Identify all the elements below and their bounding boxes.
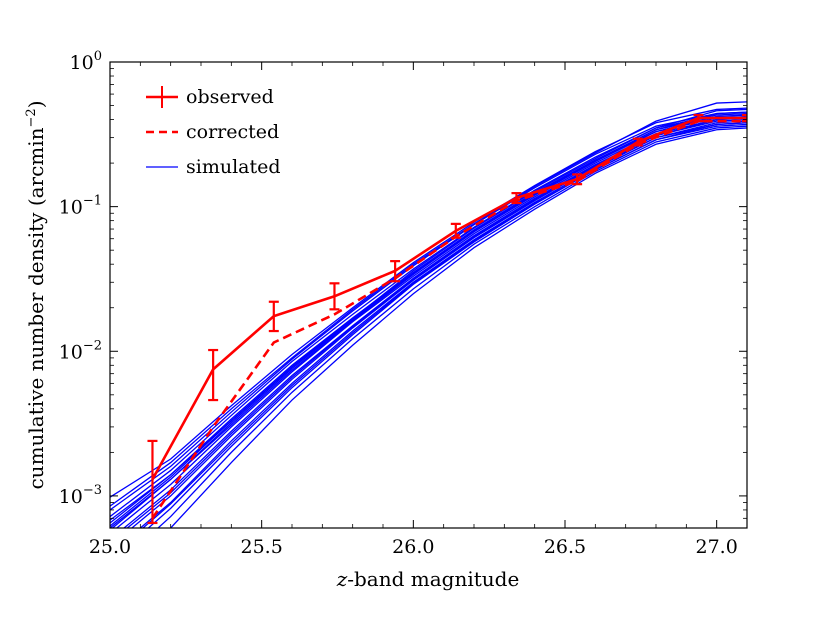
simulated-curve-6 bbox=[115, 117, 747, 528]
legend: observed corrected simulated bbox=[146, 86, 281, 178]
observed-errorbar-10 bbox=[693, 113, 704, 123]
x-tick-label-27.0: 27.0 bbox=[696, 536, 738, 558]
simulated-curve-17 bbox=[142, 122, 747, 528]
simulated-curve-10 bbox=[147, 123, 747, 528]
observed-errorbar-7 bbox=[511, 192, 522, 205]
observed-series bbox=[147, 113, 747, 525]
y-tick-label-−3: 10−3 bbox=[59, 483, 102, 508]
y-axis-label-close: ) bbox=[24, 100, 48, 108]
legend-label-observed: observed bbox=[186, 86, 274, 108]
simulated-curve-1 bbox=[110, 107, 747, 498]
observed-errorbar-11 bbox=[742, 113, 747, 123]
x-tick-label-25.0: 25.0 bbox=[89, 536, 131, 558]
observed-errorbar-5 bbox=[390, 260, 401, 283]
simulated-curve-9 bbox=[139, 122, 747, 528]
y-axis-label: cumulative number density (arcmin−2) bbox=[24, 100, 48, 489]
legend-entry-simulated: simulated bbox=[146, 156, 281, 178]
simulated-series bbox=[110, 101, 747, 528]
observed-errorbar-4 bbox=[329, 282, 340, 311]
x-tick-label-25.5: 25.5 bbox=[241, 536, 283, 558]
observed-errorbar-9 bbox=[632, 137, 643, 147]
y-axis-label-text: cumulative number density (arcmin bbox=[24, 127, 48, 489]
simulated-curve-18 bbox=[110, 114, 747, 527]
legend-entry-corrected: corrected bbox=[146, 121, 279, 143]
legend-label-corrected: corrected bbox=[186, 121, 279, 143]
observed-errorbar-8 bbox=[572, 173, 583, 186]
plot-frame bbox=[109, 61, 748, 529]
corrected-line bbox=[151, 119, 747, 520]
x-axis-label-variable: z bbox=[336, 567, 348, 591]
observed-errorbar-2 bbox=[208, 348, 219, 402]
x-tick-label-26.0: 26.0 bbox=[392, 536, 434, 558]
observed-errorbar-1 bbox=[147, 439, 158, 525]
legend-entry-observed: observed bbox=[146, 86, 274, 108]
x-tick-label-26.5: 26.5 bbox=[544, 536, 586, 558]
observed-errorbar-6 bbox=[450, 222, 461, 239]
corrected-series bbox=[151, 119, 747, 520]
y-tick-label-0: 100 bbox=[70, 49, 102, 74]
y-axis-label-exponent: −2 bbox=[24, 108, 39, 127]
y-tick-label-−1: 10−1 bbox=[59, 194, 102, 219]
y-tick-label-−2: 10−2 bbox=[59, 338, 102, 363]
legend-label-simulated: simulated bbox=[186, 156, 281, 178]
simulated-curve-15 bbox=[126, 117, 747, 528]
observed-errorbar-3 bbox=[268, 300, 279, 333]
x-axis-label: z-band magnitude bbox=[336, 567, 520, 591]
axis-ticks: 25.0 25.5 26.0 26.5 27.0 10−3 10−2 10−1 100 bbox=[59, 49, 748, 558]
simulated-curve-7 bbox=[123, 118, 747, 528]
simulated-curve-12 bbox=[169, 127, 747, 528]
simulated-curve-8 bbox=[130, 120, 747, 528]
simulated-curve-3 bbox=[110, 112, 747, 518]
x-axis-label-text: -band magnitude bbox=[347, 567, 519, 591]
simulated-curve-11 bbox=[157, 125, 747, 528]
